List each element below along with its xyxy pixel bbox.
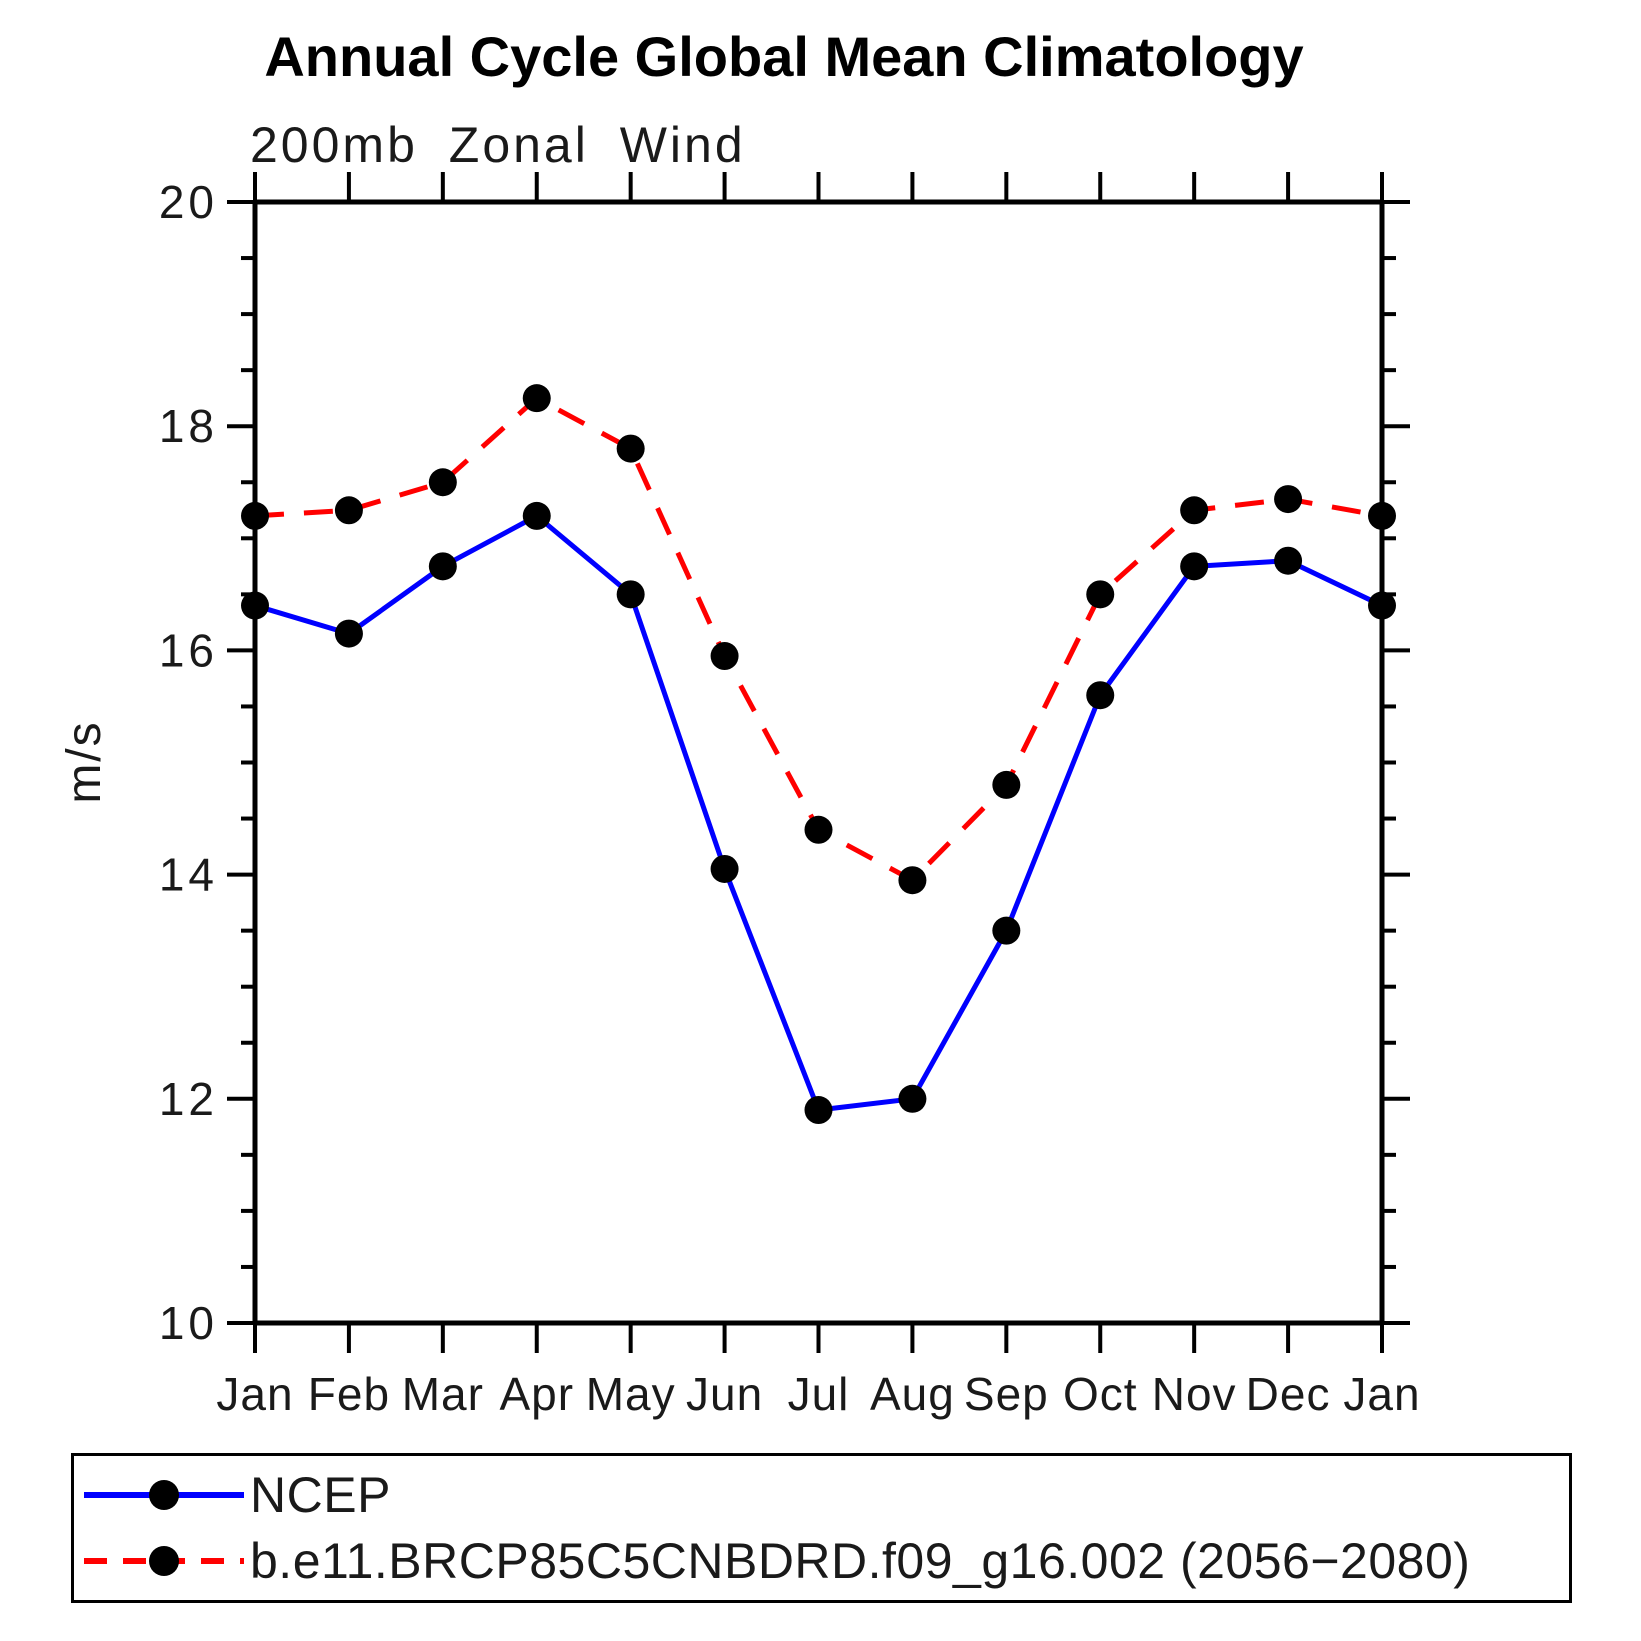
model-line-sample — [84, 1546, 244, 1577]
data-point-marker — [334, 619, 363, 648]
data-point-marker — [710, 642, 739, 671]
x-tick-label: Jun — [686, 1368, 763, 1420]
chart-subtitle: 200mb Zonal Wind — [250, 117, 746, 173]
data-point-marker — [992, 770, 1021, 799]
legend-box: NCEP b.e11.BRCP85C5CNBDRD.f09_g16.002 (2… — [71, 1453, 1572, 1603]
data-point-marker — [1274, 546, 1303, 575]
x-tick-label: Jan — [216, 1368, 293, 1420]
x-tick-label: Jul — [788, 1368, 850, 1420]
x-tick-label: Aug — [870, 1368, 955, 1420]
data-point-marker — [710, 854, 739, 883]
data-point-marker — [334, 496, 363, 525]
y-tick-label: 12 — [159, 1073, 218, 1125]
data-point-marker — [522, 501, 551, 530]
y-tick-label: 18 — [159, 400, 218, 452]
x-tick-label: Oct — [1063, 1368, 1138, 1420]
data-point-marker — [241, 501, 269, 530]
y-tick-label: 14 — [159, 849, 218, 901]
x-tick-label: Feb — [308, 1368, 390, 1420]
data-point-marker — [992, 916, 1021, 945]
y-tick-label: 10 — [159, 1297, 218, 1349]
y-axis-title: m/s — [58, 720, 111, 803]
x-tick-label: Dec — [1246, 1368, 1331, 1420]
x-tick-label: May — [586, 1368, 676, 1420]
data-point-marker — [1274, 485, 1303, 514]
data-point-marker — [428, 552, 457, 581]
data-point-marker — [1180, 496, 1209, 525]
data-point-marker — [1086, 580, 1115, 609]
x-tick-label: Mar — [402, 1368, 484, 1420]
page-title: Annual Cycle Global Mean Climatology — [264, 25, 1304, 88]
data-point-marker — [898, 1084, 927, 1113]
y-tick-label: 16 — [159, 624, 218, 676]
y-tick-label: 20 — [159, 176, 218, 228]
series-line-model — [254, 395, 1383, 883]
x-tick-label: Apr — [499, 1368, 574, 1420]
data-point-marker — [1368, 591, 1396, 620]
data-point-marker — [898, 866, 927, 895]
ncep-line-sample — [84, 1479, 244, 1510]
legend-item-model: b.e11.BRCP85C5CNBDRD.f09_g16.002 (2056−2… — [74, 1533, 1569, 1589]
x-tick-label: Jan — [1343, 1368, 1420, 1420]
data-point-marker — [804, 815, 833, 844]
plot-area: 20 18 16 14 12 10 Jan Feb Mar Apr May Jun Jul Aug Sep O… — [58, 172, 1420, 1420]
x-tick-label: Sep — [964, 1368, 1049, 1420]
data-point-marker — [1086, 681, 1115, 710]
data-point-marker — [804, 1096, 833, 1125]
data-point-marker — [1180, 552, 1209, 581]
data-point-marker — [616, 434, 645, 463]
x-tick-label: Nov — [1152, 1368, 1237, 1420]
legend-label-ncep: NCEP — [250, 1466, 391, 1523]
data-point-marker — [1368, 501, 1396, 530]
legend-label-model: b.e11.BRCP85C5CNBDRD.f09_g16.002 (2056−2… — [250, 1533, 1471, 1590]
legend-item-ncep: NCEP — [74, 1467, 1569, 1523]
series-line-ncep — [252, 513, 1385, 1113]
data-point-marker — [522, 384, 551, 413]
data-point-marker — [616, 580, 645, 609]
data-point-marker — [241, 591, 269, 620]
data-point-marker — [428, 468, 457, 497]
